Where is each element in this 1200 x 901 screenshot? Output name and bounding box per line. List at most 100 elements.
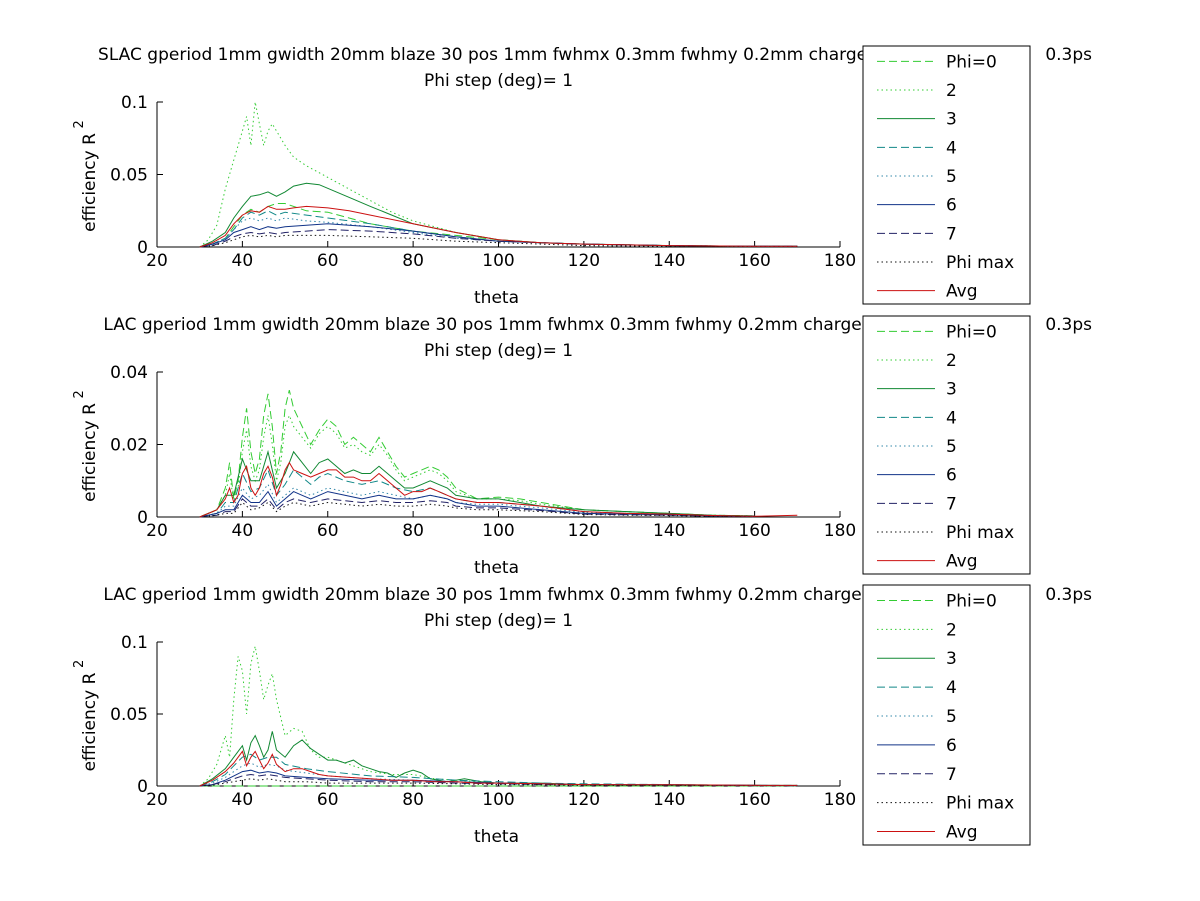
x-tick-label: 40 xyxy=(232,251,254,271)
series-line-2 xyxy=(199,646,798,787)
y-tick-label: 0.1 xyxy=(121,93,148,113)
legend-label: Phi=0 xyxy=(946,591,997,611)
legend-label: 2 xyxy=(946,620,957,640)
legend-label: 3 xyxy=(946,110,957,130)
y-axis-label: efficiency R xyxy=(80,672,100,771)
x-tick-label: 120 xyxy=(568,790,600,810)
legend-label: 4 xyxy=(946,678,957,698)
legend-label: 3 xyxy=(946,649,957,669)
x-tick-label: 120 xyxy=(568,521,600,541)
legend-label: 5 xyxy=(946,707,957,727)
plot-title-line2: Phi step (deg)= 1 xyxy=(424,611,573,631)
legend-label: Phi=0 xyxy=(946,322,997,342)
x-tick-label: 140 xyxy=(653,521,685,541)
legend-label: 7 xyxy=(946,224,957,244)
series-line-3 xyxy=(199,182,798,248)
legend-label: Phi max xyxy=(946,794,1014,814)
x-tick-label: 60 xyxy=(317,790,339,810)
series-line-7 xyxy=(199,498,755,518)
x-tick-label: 80 xyxy=(402,521,424,541)
x-tick-label: 140 xyxy=(653,251,685,271)
legend-label: 2 xyxy=(946,81,957,101)
subplot-3: LAC gperiod 1mm gwidth 20mm blaze 30 pos… xyxy=(72,584,1092,847)
y-tick-label: 0.02 xyxy=(110,436,148,456)
plot-title-line1-tail: 0.3ps xyxy=(1045,315,1092,335)
legend-label: 4 xyxy=(946,408,957,428)
x-tick-label: 100 xyxy=(482,521,514,541)
x-tick-label: 140 xyxy=(653,790,685,810)
y-axis-label: efficiency R xyxy=(80,403,100,502)
legend-label: 7 xyxy=(946,494,957,514)
legend-label: Avg xyxy=(946,823,978,843)
series-line-3 xyxy=(199,731,798,787)
legend-box xyxy=(862,584,1031,846)
y-tick-label: 0 xyxy=(137,508,148,528)
x-tick-label: 60 xyxy=(317,251,339,271)
y-axis-label-superscript: 2 xyxy=(72,390,87,398)
series-line-2 xyxy=(199,101,798,248)
x-tick-label: 160 xyxy=(738,251,770,271)
legend-label: 7 xyxy=(946,765,957,785)
x-tick-label: 40 xyxy=(232,790,254,810)
x-tick-label: 100 xyxy=(482,790,514,810)
legend-label: Avg xyxy=(946,282,978,302)
legend-label: 2 xyxy=(946,351,957,371)
y-tick-label: 0.04 xyxy=(110,363,148,383)
x-tick-label: 100 xyxy=(482,251,514,271)
plot-title-line1: LAC gperiod 1mm gwidth 20mm blaze 30 pos… xyxy=(103,585,899,605)
legend-label: Phi max xyxy=(946,523,1014,543)
x-tick-label: 160 xyxy=(738,790,770,810)
x-tick-label: 180 xyxy=(824,790,856,810)
legend-label: 6 xyxy=(946,736,957,756)
series-line-2 xyxy=(199,414,755,518)
y-tick-label: 0.05 xyxy=(110,166,148,186)
series-line-9 xyxy=(199,750,798,787)
x-tick-label: 160 xyxy=(738,521,770,541)
legend-label: Phi=0 xyxy=(946,52,997,72)
legend-label: 4 xyxy=(946,138,957,158)
legend-label: Phi max xyxy=(946,253,1014,273)
x-tick-label: 180 xyxy=(824,521,856,541)
x-tick-label: 80 xyxy=(402,790,424,810)
legend-label: 6 xyxy=(946,196,957,216)
y-tick-label: 0.1 xyxy=(121,633,148,653)
y-axis-label: efficiency R xyxy=(80,133,100,232)
x-tick-label: 180 xyxy=(824,251,856,271)
series-line-8 xyxy=(199,234,798,248)
series-line-8 xyxy=(199,501,755,518)
subplot-1: SLAC gperiod 1mm gwidth 20mm blaze 30 po… xyxy=(72,45,1092,308)
legend-label: 5 xyxy=(946,167,957,187)
series-line-9 xyxy=(199,461,798,518)
y-tick-label: 0.05 xyxy=(110,705,148,725)
legend-box xyxy=(862,45,1031,305)
series-line-1 xyxy=(199,389,755,518)
x-tick-label: 60 xyxy=(317,521,339,541)
subplot-2: LAC gperiod 1mm gwidth 20mm blaze 30 pos… xyxy=(72,315,1092,578)
x-axis-label: theta xyxy=(474,558,519,578)
plot-title-line2: Phi step (deg)= 1 xyxy=(424,71,573,91)
plot-title-line1-tail: 0.3ps xyxy=(1045,45,1092,65)
x-tick-label: 40 xyxy=(232,521,254,541)
plot-title-line1: LAC gperiod 1mm gwidth 20mm blaze 30 pos… xyxy=(103,315,899,335)
x-tick-label: 20 xyxy=(146,790,168,810)
series-line-9 xyxy=(199,205,798,248)
series-line-3 xyxy=(199,449,755,518)
x-tick-label: 20 xyxy=(146,521,168,541)
legend-label: 6 xyxy=(946,466,957,486)
plot-title-line2: Phi step (deg)= 1 xyxy=(424,341,573,361)
series-line-4 xyxy=(199,468,755,518)
x-tick-label: 20 xyxy=(146,251,168,271)
x-axis-label: theta xyxy=(474,827,519,847)
plot-title-line1: SLAC gperiod 1mm gwidth 20mm blaze 30 po… xyxy=(98,45,905,65)
y-tick-label: 0 xyxy=(137,777,148,797)
series-line-1 xyxy=(199,203,798,248)
legend-label: Avg xyxy=(946,552,978,572)
plot-title-line1-tail: 0.3ps xyxy=(1045,585,1092,605)
x-axis-label: theta xyxy=(474,288,519,308)
legend-label: 5 xyxy=(946,437,957,457)
x-tick-label: 120 xyxy=(568,251,600,271)
legend-box xyxy=(862,315,1031,575)
y-axis-label-superscript: 2 xyxy=(72,660,87,668)
x-tick-label: 80 xyxy=(402,251,424,271)
